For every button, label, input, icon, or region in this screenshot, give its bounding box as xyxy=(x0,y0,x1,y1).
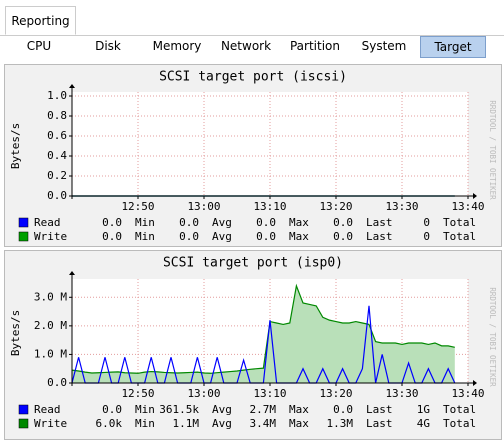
legend-stat-label: Min xyxy=(135,216,155,229)
legend-stat-label: Avg xyxy=(212,403,232,416)
legend-stat-label: Last xyxy=(366,216,393,229)
legend-stat-label: Max xyxy=(289,230,309,243)
nav-item[interactable]: Target xyxy=(420,36,486,58)
legend-swatch xyxy=(18,418,29,429)
legend-swatch xyxy=(18,217,29,228)
axis-arrow xyxy=(473,193,477,199)
legend-stat-label: Min xyxy=(135,230,155,243)
legend-value: 0.0 xyxy=(256,230,276,243)
y-tick-label: 0.0 xyxy=(47,189,67,202)
line xyxy=(71,283,455,374)
legend-value: 0 xyxy=(423,216,430,229)
y-tick-label: 0.4 xyxy=(47,149,67,162)
chart-title: SCSI target port (iscsi) xyxy=(159,70,347,85)
y-tick-label: 1.0 xyxy=(47,89,67,102)
area xyxy=(72,285,455,383)
legend-stat-label: Total xyxy=(443,216,476,229)
x-tick-label: 13:10 xyxy=(253,387,286,400)
x-tick-label: 12:50 xyxy=(121,387,154,400)
y-tick-label: 0.0 xyxy=(47,376,67,389)
legend-value: 0.0 xyxy=(179,230,199,243)
legend-value: 0.0 xyxy=(179,216,199,229)
y-tick-label: 2.0 M xyxy=(34,319,67,332)
legend-value: 3.4M xyxy=(250,417,277,430)
legend-stat-label: Min xyxy=(135,403,155,416)
legend-value: 0.0 xyxy=(333,216,353,229)
chart: SCSI target port (isp0) RRDTOOL / TOBI OE… xyxy=(9,256,497,431)
legend-value: 0.0 xyxy=(333,403,353,416)
x-tick-label: 13:00 xyxy=(187,200,220,213)
legend-stat-label: Total xyxy=(443,417,476,430)
legend-value: 0.0 xyxy=(333,230,353,243)
y-tick-label: 1.0 M xyxy=(34,347,67,360)
nav-item[interactable]: Partition xyxy=(289,39,340,53)
legend-stat-label: Avg xyxy=(212,216,232,229)
legend-label: Read xyxy=(34,403,61,416)
legend-value: 1.3M xyxy=(327,417,354,430)
legend-stat-label: Last xyxy=(366,230,393,243)
legend-stat-label: Total xyxy=(443,403,476,416)
legend-stat-label: Avg xyxy=(212,230,232,243)
legend-value: 1G xyxy=(417,403,430,416)
x-tick-label: 13:20 xyxy=(319,200,352,213)
x-tick-label: 13:30 xyxy=(385,200,418,213)
x-tick-label: 13:00 xyxy=(187,387,220,400)
x-tick-label: 13:20 xyxy=(319,387,352,400)
watermark: RRDTOOL / TOBI OETIKER xyxy=(488,100,497,200)
nav-item[interactable]: CPU xyxy=(26,39,52,53)
legend-swatch xyxy=(18,231,29,242)
legend-label: Write xyxy=(34,417,67,430)
axis-arrow xyxy=(69,84,75,88)
legend-value: 1.1M xyxy=(173,417,200,430)
watermark: RRDTOOL / TOBI OETIKER xyxy=(488,287,497,387)
x-tick-label: 12:50 xyxy=(121,200,154,213)
legend-value: 6.0k xyxy=(96,417,123,430)
legend-value: 0 xyxy=(423,230,430,243)
y-tick-label: 3.0 M xyxy=(34,290,67,303)
legend-swatch xyxy=(18,404,29,415)
legend-value: 0.0 xyxy=(102,403,122,416)
legend-value: 2.7M xyxy=(250,403,277,416)
x-tick-label: 13:40 xyxy=(451,200,484,213)
nav-item[interactable]: System xyxy=(361,39,407,53)
nav-item[interactable]: Network xyxy=(220,39,272,53)
tab-bar: Reporting xyxy=(0,0,504,36)
legend-value: 361.5k xyxy=(159,403,199,416)
chart-panel: SCSI target port (iscsi) RRDTOOL / TOBI O… xyxy=(4,64,502,247)
legend-stat-label: Min xyxy=(135,417,155,430)
axis-arrow xyxy=(473,380,477,386)
legend-stat-label: Max xyxy=(289,216,309,229)
legend-label: Read xyxy=(34,216,61,229)
x-tick-label: 13:10 xyxy=(253,200,286,213)
legend-stat-label: Total xyxy=(443,230,476,243)
y-tick-label: 0.2 xyxy=(47,169,67,182)
x-tick-label: 13:30 xyxy=(385,387,418,400)
x-tick-label: 13:40 xyxy=(451,387,484,400)
nav-item[interactable]: Disk xyxy=(95,39,121,53)
legend-stat-label: Max xyxy=(289,403,309,416)
legend-label: Write xyxy=(34,230,67,243)
legend-value: 0.0 xyxy=(102,216,122,229)
y-axis-label: Bytes/s xyxy=(9,123,22,169)
chart: SCSI target port (iscsi) RRDTOOL / TOBI O… xyxy=(9,70,497,244)
axis-arrow xyxy=(69,271,75,275)
tab[interactable]: Reporting xyxy=(5,6,76,35)
legend-value: 0.0 xyxy=(102,230,122,243)
chart-panel: SCSI target port (isp0) RRDTOOL / TOBI OE… xyxy=(4,250,502,440)
legend-value: 0.0 xyxy=(256,216,276,229)
y-axis-label: Bytes/s xyxy=(9,310,22,356)
y-tick-label: 0.8 xyxy=(47,109,67,122)
legend-stat-label: Avg xyxy=(212,417,232,430)
legend-stat-label: Max xyxy=(289,417,309,430)
nav-item[interactable]: Memory xyxy=(152,39,202,53)
legend-stat-label: Last xyxy=(366,417,393,430)
chart-title: SCSI target port (isp0) xyxy=(163,256,343,271)
legend-stat-label: Last xyxy=(366,403,393,416)
y-tick-label: 0.6 xyxy=(47,129,67,142)
legend-value: 4G xyxy=(417,417,430,430)
